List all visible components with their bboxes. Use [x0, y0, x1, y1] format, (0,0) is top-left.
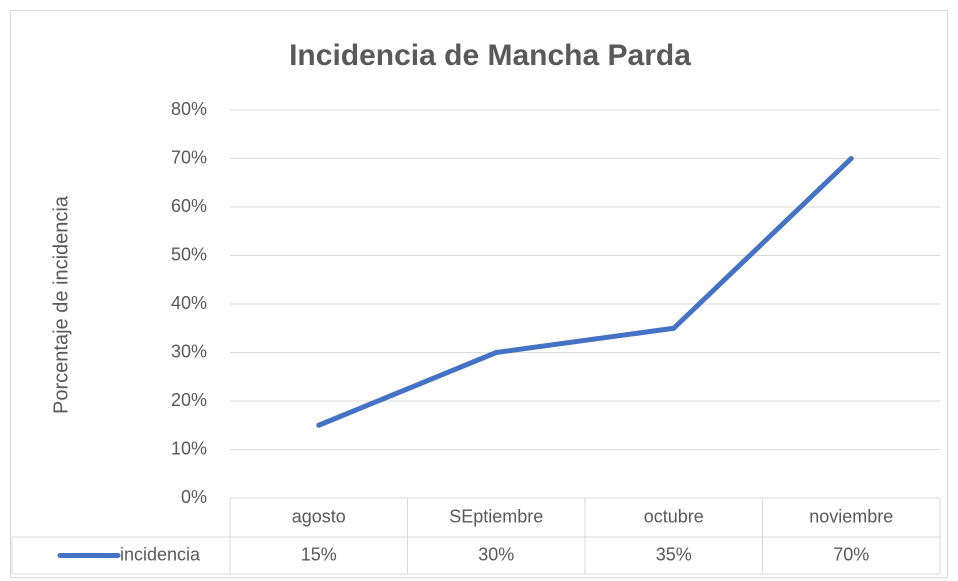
y-tick-label: 70% [171, 147, 207, 167]
table-value: 30% [478, 544, 514, 564]
y-tick-label: 20% [171, 390, 207, 410]
x-tick-label: SEptiembre [449, 506, 543, 526]
y-tick-label: 80% [171, 99, 207, 119]
y-tick-label: 50% [171, 244, 207, 264]
y-tick-label: 0% [181, 487, 207, 507]
y-axis-label: Porcentaje de incidencia [50, 195, 72, 414]
x-tick-label: octubre [644, 506, 704, 526]
y-tick-label: 30% [171, 341, 207, 361]
chart-title: Incidencia de Mancha Parda [289, 39, 691, 72]
x-tick-label: agosto [292, 506, 346, 526]
legend-label: incidencia [120, 544, 201, 564]
table-value: 35% [656, 544, 692, 564]
y-tick-label: 60% [171, 196, 207, 216]
chart-border [10, 10, 948, 578]
table-value: 70% [833, 544, 869, 564]
table-value: 15% [301, 544, 337, 564]
x-tick-label: noviembre [809, 506, 893, 526]
y-tick-label: 10% [171, 438, 207, 458]
data-line [316, 156, 854, 428]
y-tick-label: 40% [171, 293, 207, 313]
